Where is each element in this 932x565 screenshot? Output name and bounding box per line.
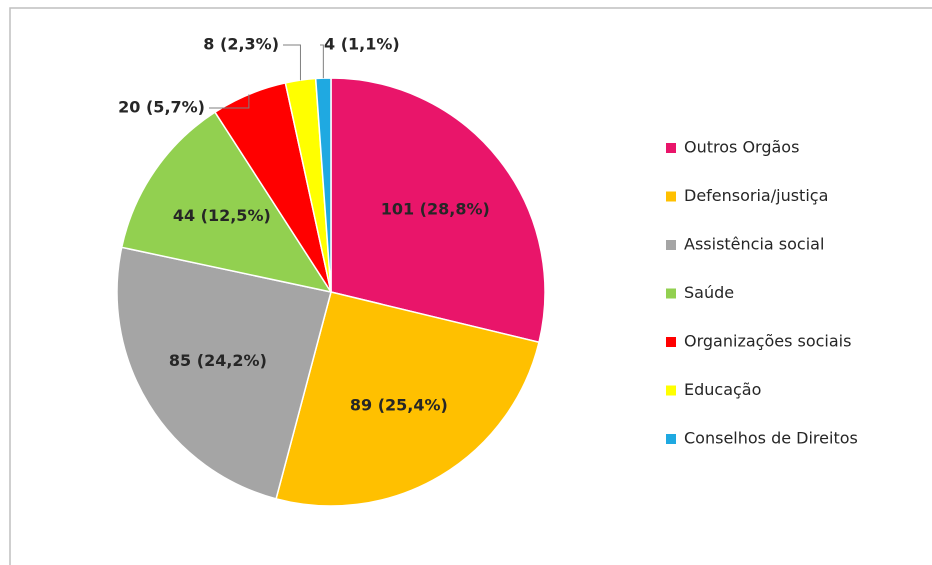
data-label: 8 (2,3%) <box>203 35 279 54</box>
legend-label: Educação <box>684 380 761 399</box>
pie-slice <box>330 77 546 344</box>
legend-label: Assistência social <box>684 235 824 254</box>
legend-label: Saúde <box>684 283 734 302</box>
legend-swatch <box>666 143 676 153</box>
legend-swatch <box>666 191 676 202</box>
leader-line <box>209 94 250 109</box>
legend-label: Organizações sociais <box>684 332 851 351</box>
legend-swatch <box>666 240 676 250</box>
leader-line <box>320 44 324 79</box>
pie-slice <box>314 77 332 293</box>
data-label: 44 (12,5%) <box>173 206 271 225</box>
data-label: 101 (28,8%) <box>381 199 490 218</box>
data-label: 89 (25,4%) <box>350 396 448 415</box>
legend-label: Defensoria/justiça <box>684 186 828 205</box>
pie-slice <box>120 111 333 294</box>
pie-slice <box>275 291 540 507</box>
data-label: 85 (24,2%) <box>169 351 267 370</box>
data-label: 4 (1,1%) <box>324 35 400 54</box>
legend-label: Conselhos de Direitos <box>684 429 858 448</box>
data-label: 20 (5,7%) <box>118 98 205 117</box>
legend-swatch <box>666 337 676 347</box>
leader-line <box>283 44 301 81</box>
pie-slice <box>116 246 332 500</box>
chart-frame <box>9 7 932 565</box>
legend-swatch <box>666 385 676 396</box>
legend-label: Outros Orgãos <box>684 138 799 157</box>
legend-swatch <box>666 288 676 299</box>
legend-swatch <box>666 434 676 444</box>
